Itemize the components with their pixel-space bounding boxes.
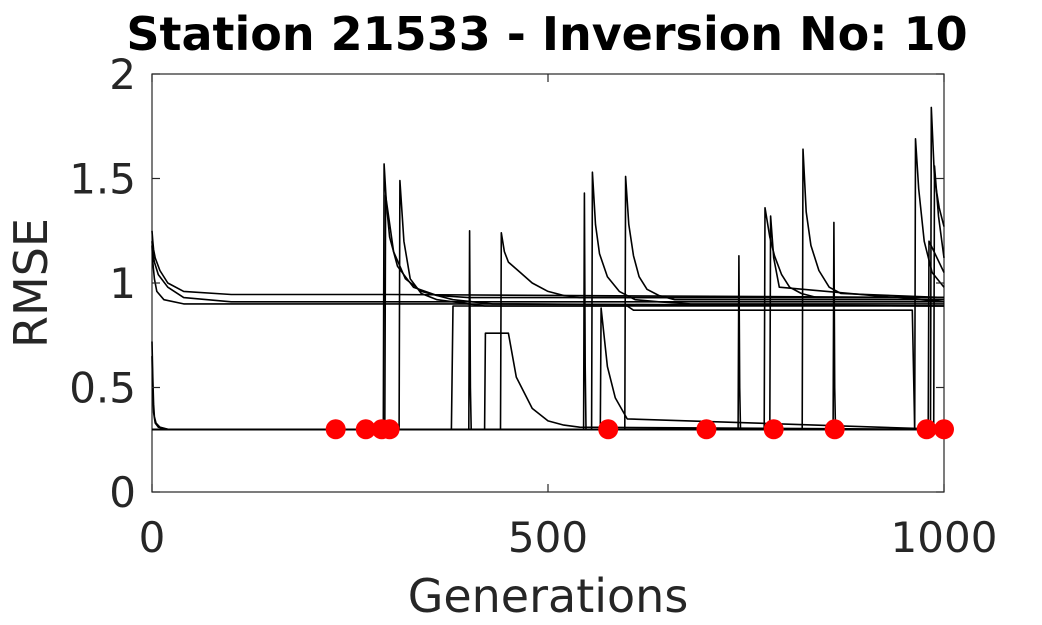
y-tick-label: 2 xyxy=(109,50,136,99)
series-line-12 xyxy=(152,171,944,431)
series-line-8 xyxy=(152,179,945,431)
series-lines xyxy=(151,106,945,431)
red-marker-6 xyxy=(696,419,717,440)
y-tick-label: 1 xyxy=(109,259,136,308)
red-marker-2 xyxy=(355,419,376,440)
series-line-6 xyxy=(152,163,944,431)
red-marker-5 xyxy=(598,419,619,440)
series-line-3 xyxy=(151,245,944,307)
series-line-23 xyxy=(152,305,944,431)
chart-title: Station 21533 - Inversion No: 10 xyxy=(126,7,967,61)
x-tick-label: 1000 xyxy=(891,513,998,562)
series-line-24 xyxy=(152,332,945,431)
y-tick-label: 0.5 xyxy=(69,364,136,413)
red-marker-9 xyxy=(916,419,937,440)
x-tick-label: 0 xyxy=(139,513,166,562)
y-tick-label: 0 xyxy=(109,468,136,517)
x-axis-label: Generations xyxy=(408,569,689,623)
y-axis-label: RMSE xyxy=(4,218,58,348)
red-marker-10 xyxy=(934,419,954,440)
x-tick-label: 500 xyxy=(508,513,588,562)
red-marker-4 xyxy=(379,419,400,440)
best-solution-markers xyxy=(325,419,954,440)
series-line-17 xyxy=(152,148,945,431)
axis-ticks: 0 500 1000 0 0.5 1 1.5 2 xyxy=(69,50,997,562)
series-line-15 xyxy=(152,207,944,431)
red-marker-8 xyxy=(824,419,845,440)
series-line-2 xyxy=(151,241,944,303)
red-marker-1 xyxy=(325,419,346,440)
series-line-1 xyxy=(151,230,945,299)
red-marker-7 xyxy=(763,419,784,440)
plot-area xyxy=(151,73,945,493)
series-line-13 xyxy=(152,175,944,431)
y-tick-label: 1.5 xyxy=(69,155,136,204)
series-line-10 xyxy=(152,232,944,431)
